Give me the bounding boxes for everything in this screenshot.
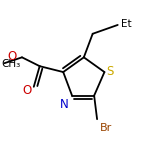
Text: Et: Et: [121, 19, 131, 29]
Text: N: N: [60, 98, 68, 111]
Text: O: O: [8, 50, 17, 63]
Text: O: O: [22, 84, 32, 97]
Text: CH₃: CH₃: [1, 59, 21, 69]
Text: Br: Br: [100, 123, 112, 133]
Text: S: S: [107, 65, 114, 78]
